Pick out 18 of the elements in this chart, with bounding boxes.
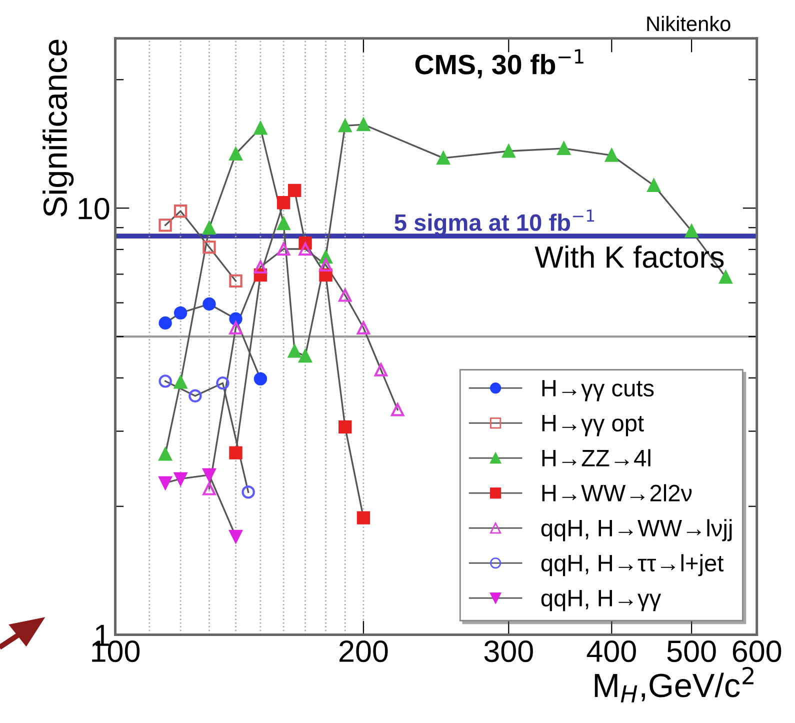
y-axis-title: Significance xyxy=(42,40,74,217)
legend-label: qqH, H→WW→lνjj xyxy=(541,519,732,542)
ref-line-label: 5 sigma at 10 fb$^{−1}$ xyxy=(394,210,594,236)
x-axis-title: M$_{H}$,GeV/c$^{2}$ xyxy=(594,666,754,702)
text: Nikitenko xyxy=(647,16,730,32)
legend-label: qqH, H→γγ xyxy=(541,590,662,612)
legend-label: H→γγ opt xyxy=(542,415,644,436)
x-tick-label: 400 xyxy=(586,640,636,662)
x-tick-label: 500 xyxy=(667,640,716,662)
x-tick-label: 300 xyxy=(484,640,533,662)
legend-label: qqH, H→ττ→l+jet xyxy=(541,554,724,576)
legend-label: H→WW→2l2ν xyxy=(542,484,692,502)
x-tick-label: 600 xyxy=(732,640,782,662)
x-tick-label: 200 xyxy=(340,640,388,662)
annotation: CMS, 30 fb$^{−1}$ xyxy=(415,49,584,78)
legend-label: H→γγ cuts xyxy=(542,380,654,402)
y-tick-label: 10 xyxy=(78,198,110,220)
legend-label: H→ZZ→4l xyxy=(542,449,650,466)
